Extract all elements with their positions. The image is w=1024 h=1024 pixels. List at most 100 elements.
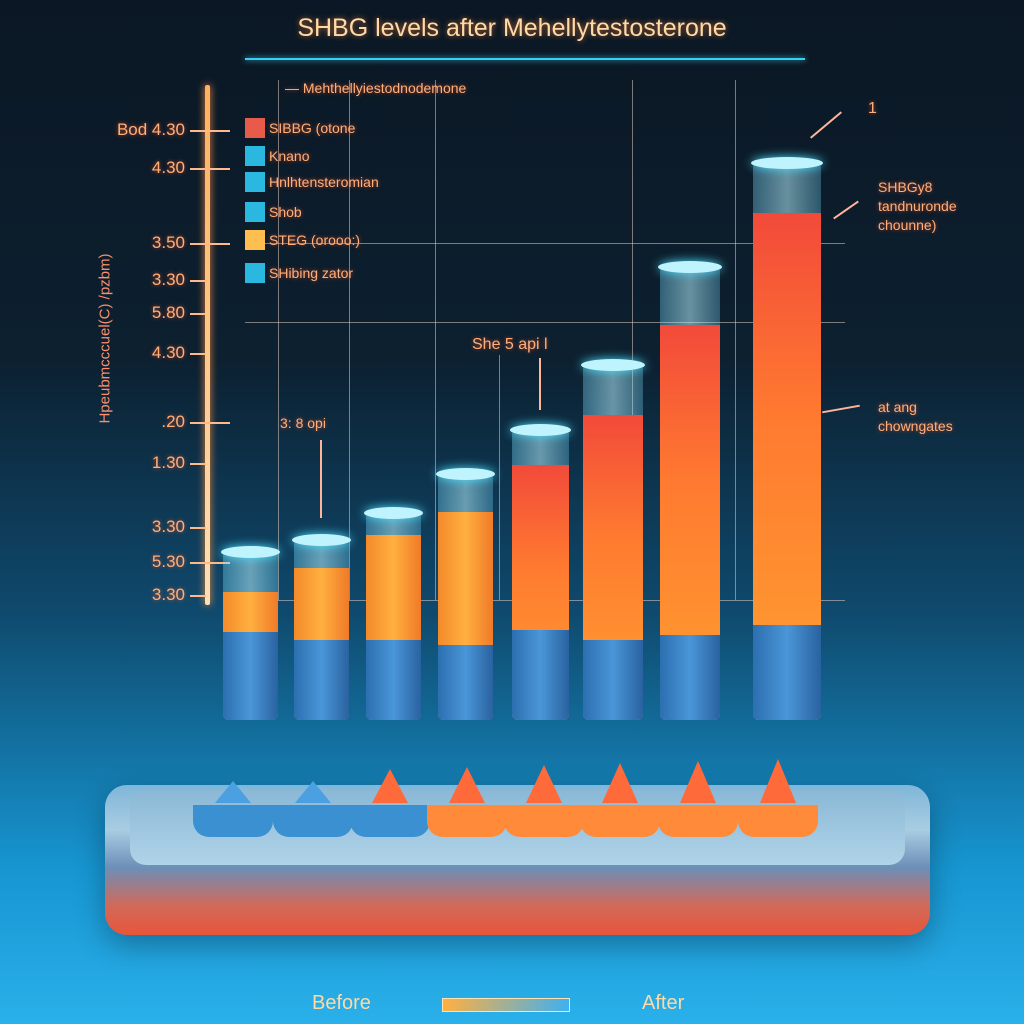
gridline bbox=[435, 80, 436, 600]
legend-item: Knano bbox=[245, 146, 309, 166]
bar-cap bbox=[751, 157, 823, 169]
gridline bbox=[245, 322, 845, 323]
y-tick bbox=[190, 280, 206, 282]
cone bbox=[372, 769, 408, 803]
cone bbox=[295, 781, 331, 803]
arrow-icon bbox=[833, 200, 859, 220]
subtitle-text: Mehthellyiestodnodemone bbox=[302, 80, 467, 96]
chart-subtitle: — Mehthellyiestodnodemone bbox=[285, 80, 467, 96]
y-tick bbox=[190, 130, 230, 132]
legend-label: SIBBG (otone bbox=[269, 120, 356, 136]
y-tick-label: 3.30 bbox=[151, 517, 185, 536]
legend-item: SHibing zator bbox=[245, 263, 353, 283]
bar bbox=[660, 267, 720, 720]
y-axis bbox=[205, 85, 210, 605]
bar-cap bbox=[509, 424, 571, 436]
legend-swatch bbox=[245, 118, 265, 138]
legend-item: SIBBG (otone bbox=[245, 118, 355, 138]
y-tick-label: 3.30 bbox=[151, 585, 185, 604]
bar-cap bbox=[363, 507, 423, 519]
annotation: SHBGy8 tandnuronde chounne) bbox=[878, 179, 957, 233]
arrow-icon bbox=[539, 358, 541, 410]
legend-swatch bbox=[245, 202, 265, 222]
y-tick bbox=[190, 168, 230, 170]
bar bbox=[511, 430, 569, 720]
y-tick bbox=[190, 595, 206, 597]
bottom-legend-before: Before bbox=[312, 992, 371, 1014]
annotation: She 5 api l bbox=[472, 336, 548, 353]
legend-label: Shob bbox=[269, 204, 302, 220]
bottom-legend-gradient bbox=[442, 998, 570, 1012]
cone bbox=[526, 765, 562, 803]
bar-before bbox=[437, 645, 493, 720]
gridline bbox=[349, 80, 350, 600]
well bbox=[504, 805, 584, 837]
bar-before bbox=[753, 625, 821, 720]
y-tick-label: 1.30 bbox=[151, 453, 185, 472]
cone bbox=[602, 763, 638, 803]
chart-title: SHBG levels after Mehellytestosterone bbox=[297, 14, 727, 42]
legend-label: SHibing zator bbox=[269, 265, 354, 281]
y-tick-label: 4.30 bbox=[151, 158, 185, 177]
gridline bbox=[632, 80, 633, 600]
cone bbox=[760, 759, 796, 803]
y-tick-label: Bod 4.30 bbox=[116, 120, 185, 139]
legend-item: Shob bbox=[245, 202, 302, 222]
well bbox=[658, 805, 738, 837]
gridline bbox=[499, 355, 500, 600]
gridline bbox=[278, 80, 279, 600]
legend-label: Hnlhtensteromian bbox=[269, 174, 379, 190]
legend-item: STEG (orooo:) bbox=[245, 230, 360, 250]
gridline bbox=[735, 80, 736, 600]
well bbox=[427, 805, 507, 837]
bar-cap bbox=[435, 468, 495, 480]
title-underline bbox=[245, 58, 805, 60]
bar bbox=[583, 365, 643, 720]
cone bbox=[215, 781, 251, 803]
bar-before bbox=[511, 630, 569, 720]
well bbox=[193, 805, 273, 837]
legend-label: Knano bbox=[269, 148, 310, 164]
bar bbox=[365, 513, 421, 720]
well bbox=[350, 805, 430, 837]
y-tick bbox=[190, 562, 230, 564]
y-tick bbox=[190, 527, 206, 529]
legend-swatch bbox=[245, 172, 265, 192]
arrow-icon bbox=[320, 440, 322, 518]
legend-swatch bbox=[245, 146, 265, 166]
legend-swatch bbox=[245, 263, 265, 283]
y-tick bbox=[190, 353, 206, 355]
well bbox=[580, 805, 660, 837]
y-tick-label: 5.80 bbox=[151, 303, 185, 322]
well bbox=[273, 805, 353, 837]
bar bbox=[753, 163, 821, 720]
bar bbox=[437, 474, 493, 720]
well bbox=[738, 805, 818, 837]
bar-before bbox=[583, 640, 643, 720]
y-tick-label: 3.30 bbox=[151, 270, 185, 289]
bar-cap bbox=[291, 534, 351, 546]
gridline bbox=[245, 243, 845, 244]
legend-item: Hnlhtensteromian bbox=[245, 172, 379, 192]
bar-before bbox=[365, 640, 421, 720]
legend-label: STEG (orooo:) bbox=[269, 232, 361, 248]
y-tick bbox=[190, 313, 206, 315]
bar-cap bbox=[658, 261, 722, 273]
bottom-legend-after: After bbox=[642, 992, 685, 1014]
bar-before bbox=[293, 640, 349, 720]
arrow-icon bbox=[810, 111, 842, 139]
y-tick-label: 3.50 bbox=[151, 233, 185, 252]
y-tick bbox=[190, 243, 230, 245]
y-tick bbox=[190, 463, 206, 465]
y-tick-label: .20 bbox=[161, 412, 185, 431]
cone bbox=[680, 761, 716, 803]
annotation: 3: 8 opi bbox=[280, 415, 326, 431]
bar-cap bbox=[581, 359, 645, 371]
annotation: at ang chowngates bbox=[878, 399, 953, 434]
cone bbox=[449, 767, 485, 803]
bar-cap bbox=[220, 546, 280, 558]
bar bbox=[222, 552, 278, 720]
arrow-icon bbox=[822, 404, 860, 414]
y-tick-label: 5.30 bbox=[151, 552, 185, 571]
legend-swatch bbox=[245, 230, 265, 250]
